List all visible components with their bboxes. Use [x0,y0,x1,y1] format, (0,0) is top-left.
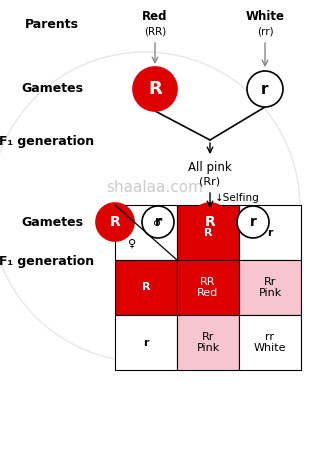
Bar [239,205,301,260]
Text: (RR): (RR) [144,27,166,37]
Circle shape [142,206,174,238]
Text: (Rr): (Rr) [199,176,221,186]
Bar [115,315,177,370]
Text: r: r [261,81,269,96]
Text: r: r [143,338,149,347]
Text: ♀: ♀ [128,239,136,249]
Text: Red: Red [142,11,168,23]
Text: All pink: All pink [188,160,232,174]
Circle shape [133,67,177,111]
Text: F₁ generation: F₁ generation [0,255,95,269]
Text: White: White [245,11,285,23]
Text: R: R [109,215,120,229]
Text: ♂: ♂ [152,218,162,228]
Text: R: R [205,215,215,229]
Text: R: R [204,228,212,238]
Text: rr
White: rr White [254,332,286,353]
Text: F₁ generation: F₁ generation [0,134,95,148]
Text: RR
Red: RR Red [197,276,219,298]
Text: r: r [250,215,256,229]
Bar [177,260,239,315]
Text: R: R [142,282,150,292]
Text: ↓Selfing: ↓Selfing [215,193,260,203]
Bar [239,315,301,370]
Bar [177,315,239,370]
Bar [115,260,177,315]
Text: Gametes: Gametes [21,216,83,228]
Text: Gametes: Gametes [21,83,83,96]
Text: (rr): (rr) [257,27,273,37]
Text: shaalaa.com: shaalaa.com [107,180,203,195]
Circle shape [191,203,229,241]
Bar [177,205,239,260]
Bar [239,260,301,315]
Text: R: R [148,80,162,98]
Circle shape [96,203,134,241]
Text: r: r [267,228,273,238]
Text: Parents: Parents [25,18,79,32]
Text: r: r [155,215,162,229]
Bar [115,205,177,260]
Circle shape [237,206,269,238]
Circle shape [247,71,283,107]
Text: Rr
Pink: Rr Pink [258,276,282,298]
Text: Rr
Pink: Rr Pink [196,332,220,353]
